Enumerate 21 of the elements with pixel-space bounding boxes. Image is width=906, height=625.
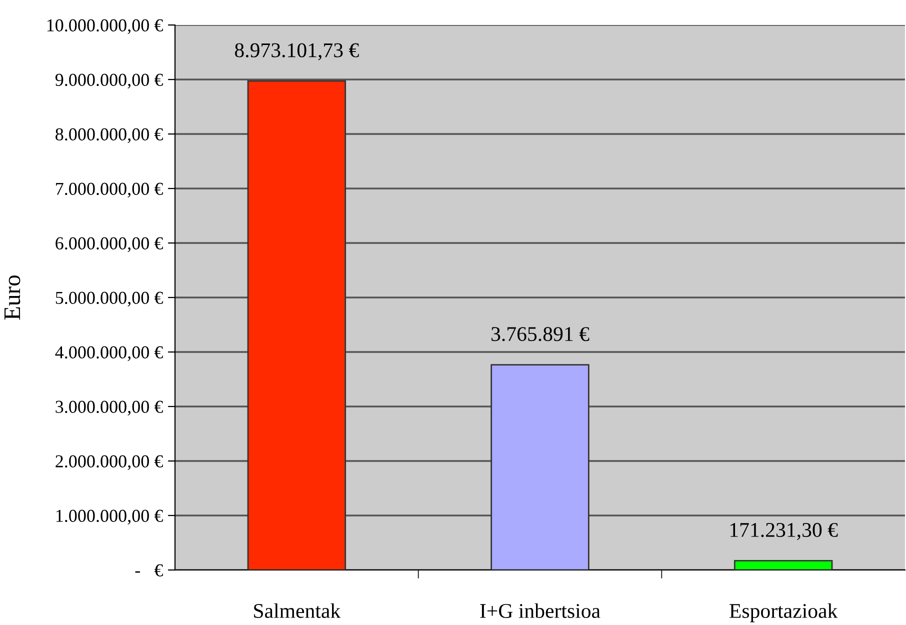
y-axis-title: Euro (4, 275, 20, 320)
y-tick-label: 3.000.000,00 € (56, 400, 163, 416)
y-tick-label: 9.000.000,00 € (55, 74, 163, 89)
y-tick-label: - € (135, 564, 163, 576)
bar (247, 80, 346, 570)
y-tick-label: 5.000.000,00 € (56, 292, 163, 307)
y-tick-label: 4.000.000,00 € (55, 346, 163, 362)
y-tick-label: 10.000.000,00 € (47, 19, 163, 34)
data-label: 8.973.101,73 € (234, 43, 359, 60)
x-tick-label: I+G inbertsioa (480, 603, 600, 618)
bar (734, 560, 833, 570)
data-label: 3.765.891 € (492, 327, 590, 342)
bar (490, 364, 590, 570)
x-tick-label: Esportazioak (730, 603, 838, 622)
y-tick-label: 2.000.000,00 € (56, 455, 163, 470)
x-tick-label: Salmentak (254, 603, 341, 618)
y-tick-label: 6.000.000,00 € (56, 237, 163, 252)
y-tick-label: 7.000.000,00 € (56, 182, 163, 198)
y-tick-label: 8.000.000,00 € (56, 128, 163, 144)
y-tick-label: 1.000.000,00 € (56, 510, 163, 525)
data-label: 171.231,30 € (730, 522, 838, 540)
